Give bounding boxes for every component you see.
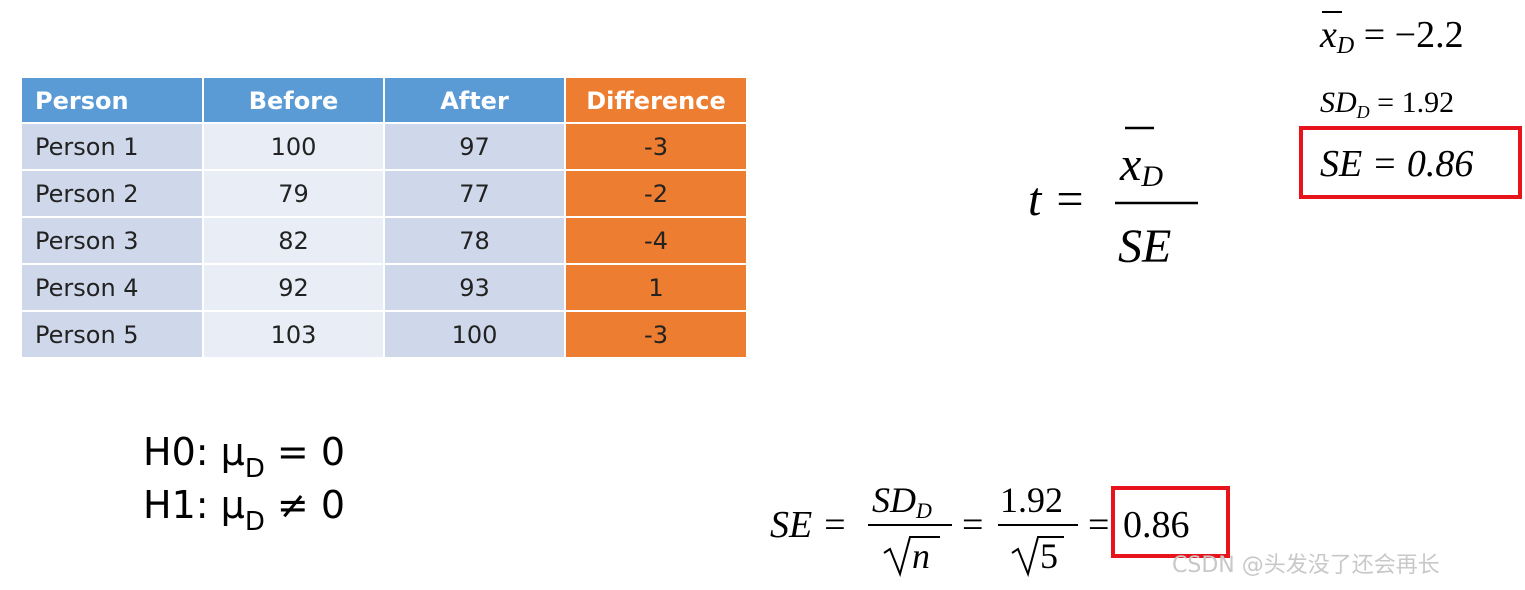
mean-stat: xD = −2.2 xyxy=(1319,14,1464,59)
table-cell xyxy=(204,312,383,357)
header-cell xyxy=(22,78,202,122)
table-cell xyxy=(566,171,746,216)
cell-text: 100 xyxy=(271,133,317,161)
cell-text: 103 xyxy=(271,321,317,349)
t-num-var: x xyxy=(1119,138,1141,191)
cell-text: 82 xyxy=(278,227,309,255)
table-cell xyxy=(22,171,202,216)
se-lhs: SE = xyxy=(770,504,847,546)
se-num-var: SD xyxy=(872,480,916,520)
watermark: CSDN @头发没了还会再长 xyxy=(1172,553,1440,578)
equals: = xyxy=(962,504,983,546)
radical xyxy=(1011,536,1064,578)
header-cell xyxy=(204,78,383,122)
table-cell xyxy=(566,312,746,357)
header-cell xyxy=(566,78,746,122)
cell-text: Person 3 xyxy=(35,227,139,255)
table-cell xyxy=(22,312,202,357)
equals: = xyxy=(1088,504,1109,546)
header-text: Before xyxy=(249,87,339,115)
sd-sub: D xyxy=(1356,102,1370,122)
cell-text: -2 xyxy=(644,180,668,208)
hypothesis-h0: H0: μD = 0 xyxy=(143,430,345,484)
header-text: Difference xyxy=(586,87,726,115)
h0-sub: D xyxy=(245,454,265,484)
se-den-var: n xyxy=(912,536,930,576)
sd-rhs: = 1.92 xyxy=(1370,86,1454,119)
t-numerator: xD xyxy=(1119,138,1163,193)
t-denominator: SE xyxy=(1118,220,1171,273)
table-cell xyxy=(204,171,383,216)
h1-lead: H1: μ xyxy=(143,483,245,527)
se-num-sub: D xyxy=(915,498,932,523)
table-cell xyxy=(204,265,383,310)
cell-text: Person 1 xyxy=(35,133,139,161)
table-cell xyxy=(385,218,564,263)
cell-text: 97 xyxy=(459,133,490,161)
se-num2: 1.92 xyxy=(1000,480,1063,520)
cell-text: 100 xyxy=(452,321,498,349)
table-cell xyxy=(566,265,746,310)
table-cell xyxy=(385,171,564,216)
h1-rest: ≠ 0 xyxy=(265,483,345,527)
header-cell xyxy=(385,78,564,122)
table-cell xyxy=(566,124,746,169)
sd-stat: SDD = 1.92 xyxy=(1320,86,1454,122)
cell-text: 79 xyxy=(278,180,309,208)
cell-text: Person 4 xyxy=(35,274,139,302)
cell-text: -3 xyxy=(644,321,668,349)
cell-text: 77 xyxy=(459,180,490,208)
se-stat: SE = 0.86 xyxy=(1320,143,1473,185)
highlight-box xyxy=(1299,126,1522,199)
se-numerator: SDD xyxy=(872,480,932,523)
mean-rhs: = −2.2 xyxy=(1354,14,1463,56)
radical xyxy=(883,536,940,578)
h1-sub: D xyxy=(245,507,265,537)
cell-text: Person 2 xyxy=(35,180,139,208)
table-cell xyxy=(204,124,383,169)
table-cell xyxy=(385,312,564,357)
h0-lead: H0: μ xyxy=(143,430,245,474)
header-text: After xyxy=(440,87,509,115)
cell-text: -4 xyxy=(644,227,668,255)
cell-text: Person 5 xyxy=(35,321,139,349)
mean-sub: D xyxy=(1336,33,1354,59)
cell-text: -3 xyxy=(644,133,668,161)
t-num-sub: D xyxy=(1140,160,1163,193)
h0-rest: = 0 xyxy=(265,430,345,474)
t-lhs: t = xyxy=(1028,173,1086,226)
highlight-box xyxy=(1111,486,1230,558)
cell-text: 78 xyxy=(459,227,490,255)
sd-var: SD xyxy=(1320,86,1357,119)
table-cell xyxy=(22,218,202,263)
table-cell xyxy=(204,218,383,263)
se-result: 0.86 xyxy=(1123,504,1190,546)
se-den2: 5 xyxy=(1040,536,1058,576)
table-cell xyxy=(22,265,202,310)
cell-text: 93 xyxy=(459,274,490,302)
cell-text: 92 xyxy=(278,274,309,302)
hypothesis-h1: H1: μD ≠ 0 xyxy=(143,483,345,537)
cell-text: 1 xyxy=(648,274,663,302)
table-cell xyxy=(385,265,564,310)
table-cell xyxy=(385,124,564,169)
table-cell xyxy=(22,124,202,169)
header-text: Person xyxy=(35,87,129,115)
mean-var: x xyxy=(1319,14,1337,56)
table-cell xyxy=(566,218,746,263)
